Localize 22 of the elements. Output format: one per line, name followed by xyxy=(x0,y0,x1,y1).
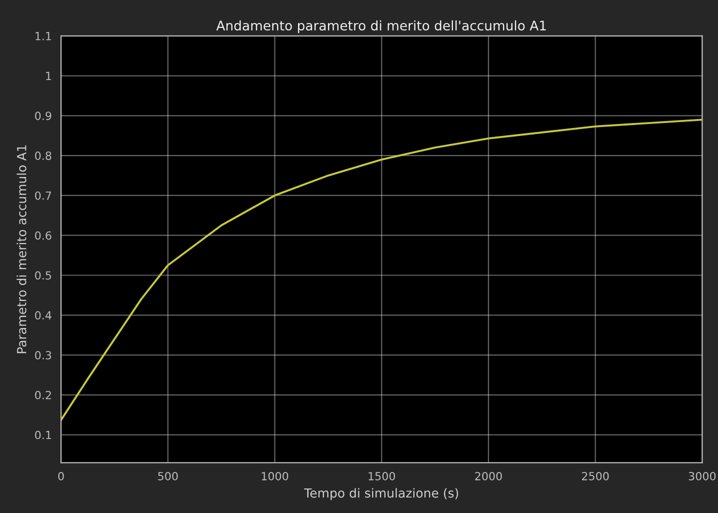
y-tick-label: 0.4 xyxy=(35,311,52,320)
y-tick-label: 0.8 xyxy=(35,152,52,160)
x-tick-label: 500 xyxy=(158,472,178,480)
x-tick-label: 2500 xyxy=(582,472,609,480)
y-tick-label: 0.1 xyxy=(35,430,51,440)
y-tick-label: 0.3 xyxy=(35,351,52,360)
y-tick-label: 0.2 xyxy=(35,390,51,400)
x-tick-label: 0 xyxy=(58,472,64,480)
line-series xyxy=(61,118,702,422)
y-tick-label: 0.7 xyxy=(35,191,52,200)
y-tick-label: 1 xyxy=(46,72,51,80)
x-tick-label: 1500 xyxy=(368,472,396,480)
y-tick-label: 0.9 xyxy=(35,112,52,120)
y-tick-label: 0.5 xyxy=(35,271,52,280)
x-axis-title: Tempo di simulazione (s) xyxy=(304,488,458,500)
chart-title: Andamento parametro di merito dell'accumulo A1 xyxy=(216,20,546,34)
x-tick-label: 2000 xyxy=(475,472,502,480)
y-axis-title: Parametro di merito accumulo A1 xyxy=(16,145,26,354)
y-tick-label: 1.1 xyxy=(36,32,51,40)
x-tick-label: 1000 xyxy=(262,472,288,480)
x-tick-label: 3000 xyxy=(688,472,716,480)
y-tick-label: 0.6 xyxy=(35,231,52,240)
